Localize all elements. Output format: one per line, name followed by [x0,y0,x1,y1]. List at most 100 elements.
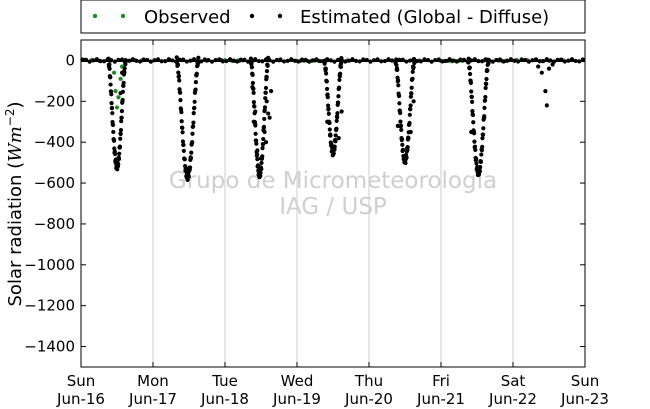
estimated-point [266,111,271,116]
estimated-point [181,148,186,153]
estimated-point [472,139,477,144]
estimated-point [334,118,339,124]
estimated-point [471,120,476,125]
estimated-point [116,162,121,167]
estimated-point [323,71,329,76]
estimated-point [248,56,254,61]
estimated-point [410,69,415,74]
estimated-point [479,148,484,153]
estimated-point [179,110,184,115]
estimated-point [474,161,479,166]
estimated-point [122,66,127,71]
estimated-point [325,103,331,108]
estimated-point [263,85,269,91]
observed-point [114,105,120,110]
estimated-point [335,111,340,116]
estimated-point [191,110,196,116]
estimated-point [262,105,268,110]
estimated-point [123,62,128,67]
estimated-point [252,104,257,109]
estimated-point [110,111,115,116]
x-tick-label-day: Fri [432,372,450,390]
estimated-point [262,129,267,135]
estimated-point [258,156,264,161]
observed-point [116,95,121,100]
estimated-point [178,98,183,103]
x-tick-label-day: Mon [137,372,169,390]
estimated-point [264,69,270,74]
estimated-point [176,70,181,75]
estimated-point [255,157,260,162]
estimated-point [481,126,486,131]
estimated-point [411,99,416,104]
estimated-point [398,123,404,128]
y-tick-label: −800 [34,215,75,233]
legend-marker-estimated [277,13,283,19]
estimated-point [398,110,403,116]
estimated-point [187,165,193,170]
estimated-point [267,115,272,120]
estimated-point [118,131,123,137]
estimated-point [261,124,267,129]
estimated-point [117,151,122,156]
estimated-point [398,119,403,124]
estimated-point [250,84,255,90]
y-tick-label: −200 [34,92,75,110]
estimated-point [175,62,181,68]
estimated-point [108,75,113,80]
x-tick-label-date: Jun-17 [128,390,177,408]
estimated-point [174,55,179,60]
legend-label-observed: Observed [144,7,231,28]
x-tick-label-day: Wed [281,372,314,390]
estimated-point [119,108,125,114]
vertical-gridlines [152,40,514,367]
estimated-point [470,112,476,118]
estimated-point [180,139,186,144]
estimated-point [336,100,341,105]
y-tick-label: −1400 [24,338,75,356]
estimated-point [116,156,122,162]
estimated-point [337,77,342,83]
estimated-point [191,124,196,129]
estimated-point [191,120,196,125]
estimated-point [332,144,337,149]
estimated-point [405,145,410,150]
estimated-point [176,73,182,79]
estimated-point [407,120,412,126]
estimated-point [109,105,115,111]
estimated-point [480,136,485,141]
estimated-point [119,70,125,75]
estimated-point [406,136,411,141]
estimated-point [336,94,341,99]
estimated-point [193,79,198,85]
estimated-point [482,105,487,110]
estimated-point [189,150,194,155]
y-axis: 0 −200 −400 −600 −800 −1000 −1200 −1400 [24,51,585,356]
watermark-line-2: IAG / USP [279,194,387,220]
estimated-point [469,94,474,99]
estimated-point [253,123,258,128]
legend-label-estimated: Estimated (Global - Diffuse) [300,7,549,28]
estimated-point [255,148,260,153]
estimated-point [118,136,123,141]
estimated-point [411,64,416,70]
estimated-point [543,88,548,94]
estimated-point [327,127,332,132]
estimated-point [399,127,404,133]
estimated-point [395,67,400,72]
estimated-point [254,141,259,146]
estimated-point [118,91,123,96]
estimated-point [190,139,195,145]
estimated-point [478,164,483,170]
legend-box [80,0,586,34]
estimated-point [258,173,263,179]
estimated-point [194,71,199,76]
estimated-point [251,119,256,124]
x-tick-label-day: Sun [67,372,96,390]
estimated-point [258,170,263,176]
estimated-point [536,64,541,69]
estimated-point [324,86,330,92]
estimated-point [118,127,124,133]
estimated-point [263,96,268,101]
estimated-point [474,156,479,161]
